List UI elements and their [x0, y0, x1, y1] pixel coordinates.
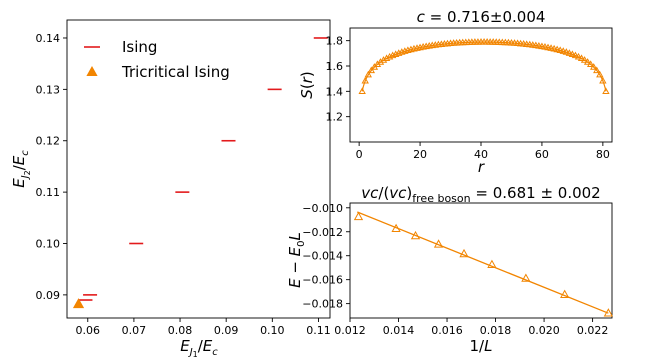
tr-data-point	[379, 56, 388, 63]
tr-data-point	[550, 44, 558, 52]
tr-data-point	[556, 46, 564, 54]
tr-xtick-label: 20	[413, 148, 427, 161]
tr-data-point	[590, 63, 598, 70]
legend-ising-label: Ising	[122, 38, 157, 56]
left-xtick-label: 0.08	[168, 324, 193, 337]
br-title: vc/(vc)free boson = 0.681 ± 0.002	[361, 184, 600, 205]
br-fit-line	[357, 211, 609, 314]
br-data-point	[391, 223, 401, 233]
tr-data-point	[361, 76, 369, 84]
left-xlabel: EJ1/Ec	[180, 337, 218, 358]
tr-data-point	[577, 54, 586, 62]
tr-data-point	[568, 50, 577, 57]
left-ytick-label: 0.11	[36, 186, 61, 199]
br-data-point	[560, 289, 570, 298]
tr-data-point	[596, 70, 604, 78]
tr-data-point	[562, 48, 571, 55]
tr-data-point	[382, 54, 391, 62]
left-ytick-label: 0.10	[36, 238, 61, 251]
tr-data-point	[367, 66, 376, 74]
tr-data-point	[602, 87, 610, 94]
br-data-point	[433, 239, 444, 248]
tr-title: c = 0.716±0.004	[417, 8, 546, 26]
br-xtick-label: 0.020	[528, 324, 560, 337]
tr-xtick-label: 0	[356, 148, 363, 161]
left-ytick-label: 0.13	[36, 83, 61, 96]
br-data-point	[353, 211, 364, 221]
br-ytick-label: −0.018	[302, 298, 343, 311]
tr-data-point	[364, 70, 372, 78]
br-frame	[349, 202, 613, 319]
tr-data-point	[593, 66, 601, 74]
tr-data-point	[574, 52, 583, 60]
left-ytick-label: 0.12	[36, 135, 61, 148]
br-xtick-label: 0.016	[431, 324, 463, 337]
tr-ylabel: S(r)	[298, 71, 316, 98]
legend-tricritical-marker	[86, 65, 98, 76]
left-xtick-label: 0.09	[214, 324, 239, 337]
tr-data-point	[571, 51, 580, 59]
left-frame	[66, 19, 331, 319]
tr-frame	[349, 27, 613, 143]
tricritical-point	[72, 298, 85, 309]
br-ylabel: E − E0L	[286, 232, 307, 288]
tr-data-point	[580, 56, 589, 63]
br-data-point	[487, 259, 497, 268]
tr-xtick-label: 80	[596, 148, 610, 161]
tr-ytick-label: 1.2	[326, 111, 344, 124]
br-xlabel: 1/L	[470, 337, 493, 355]
br-ytick-label: −0.010	[302, 202, 343, 215]
tr-data-point	[599, 76, 607, 84]
left-xtick-label: 0.10	[260, 324, 285, 337]
tr-xlabel: r	[478, 158, 485, 176]
left-xtick-label: 0.07	[122, 324, 147, 337]
tr-ytick-label: 1.6	[326, 60, 344, 73]
tr-data-point	[583, 58, 592, 65]
tr-xtick-label: 40	[474, 148, 488, 161]
tr-data-point	[565, 49, 574, 56]
left-ytick-label: 0.09	[36, 289, 61, 302]
tr-data-point	[553, 45, 561, 53]
br-ytick-label: −0.014	[302, 250, 343, 263]
tr-xtick-label: 60	[535, 148, 549, 161]
tr-ytick-label: 1.8	[326, 35, 344, 48]
left-ytick-label: 0.14	[36, 32, 61, 45]
left-xtick-label: 0.11	[306, 324, 331, 337]
tr-data-point	[559, 47, 567, 54]
br-data-point	[410, 230, 421, 240]
br-xtick-label: 0.018	[480, 324, 512, 337]
tr-data-point	[358, 87, 366, 94]
tr-data-point	[547, 44, 555, 51]
tr-data-point	[586, 60, 595, 68]
br-xtick-label: 0.014	[383, 324, 415, 337]
br-ytick-label: −0.016	[302, 274, 343, 287]
br-data-point	[521, 273, 531, 282]
legend-tricritical-label: Tricritical Ising	[121, 63, 230, 81]
br-ytick-label: −0.012	[302, 226, 343, 239]
br-data-point	[603, 308, 614, 317]
tr-data-point	[376, 58, 385, 65]
left-ylabel: EJ2/Ec	[10, 150, 32, 188]
left-xtick-label: 0.06	[76, 324, 101, 337]
tr-ytick-label: 1.4	[326, 85, 344, 98]
br-data-point	[459, 248, 469, 258]
br-xtick-label: 0.022	[577, 324, 609, 337]
br-xtick-label: 0.012	[334, 324, 366, 337]
